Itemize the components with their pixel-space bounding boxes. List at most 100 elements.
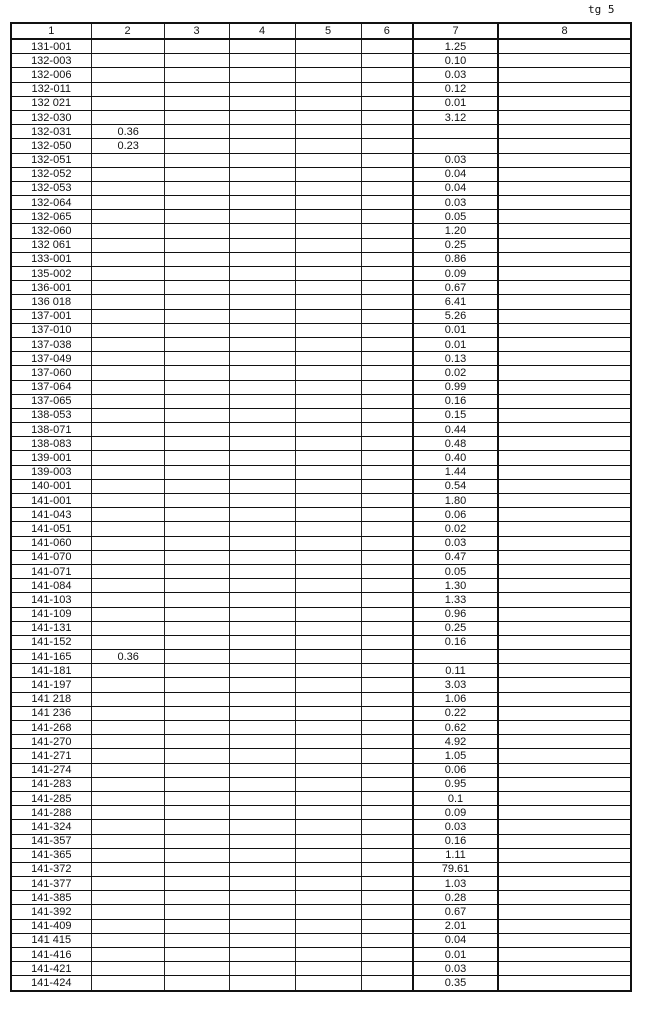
cell-col-6 [360,805,413,821]
row-code-cell: 135-002 [10,266,91,282]
cell-col-3 [163,67,229,83]
cell-col-5 [294,450,361,466]
cell-col-4 [228,663,295,679]
row-code-cell: 141-424 [10,975,91,992]
table-row: 132-051 0.03 [10,153,631,168]
cell-col-4 [228,493,295,509]
cell-col-6 [360,592,413,608]
cell-col-8 [497,67,631,83]
row-code-cell: 136 018 [10,294,91,310]
cell-col-6 [360,536,413,551]
cell-col-8 [497,663,631,679]
cell-col-8 [497,436,631,452]
cell-col-7: 0.28 [412,890,499,906]
cell-col-2 [90,195,164,211]
cell-col-6 [360,763,413,778]
cell-col-4 [228,238,295,253]
column-header-5: 5 [294,23,361,40]
cell-col-4 [228,692,295,707]
cell-col-6 [360,692,413,707]
cell-col-7: 0.06 [412,507,499,523]
cell-col-8 [497,734,631,750]
cell-col-3 [163,507,229,523]
row-code-cell: 132-011 [10,82,91,97]
cell-col-4 [228,933,295,949]
cell-col-4 [228,607,295,622]
cell-col-6 [360,294,413,310]
cell-col-8 [497,521,631,537]
cell-col-4 [228,252,295,268]
cell-col-4 [228,677,295,693]
cell-col-4 [228,834,295,849]
table-row: 141-285 0.1 [10,791,631,807]
cell-col-7: 0.67 [412,904,499,920]
cell-col-5 [294,564,361,580]
cell-col-5 [294,649,361,665]
cell-col-6 [360,649,413,665]
cell-col-2 [90,805,164,821]
cell-col-7: 0.35 [412,975,499,992]
data-table: 1 2 3 4 5 6 7 8 131-001 1.25 132-003 0.10 13… [10,22,632,992]
cell-col-8 [497,777,631,792]
cell-col-7: 1.03 [412,876,499,892]
cell-col-5 [294,309,361,324]
cell-col-3 [163,323,229,338]
cell-col-8 [497,266,631,282]
cell-col-7: 0.06 [412,763,499,778]
cell-col-6 [360,550,413,565]
table-row: 141-283 0.95 [10,777,631,792]
cell-col-8 [497,465,631,480]
cell-col-3 [163,521,229,537]
cell-col-5 [294,521,361,537]
cell-col-4 [228,635,295,651]
cell-col-4 [228,763,295,778]
cell-col-7: 0.01 [412,337,499,353]
table-row: 132-064 0.03 [10,195,631,211]
cell-col-6 [360,706,413,722]
row-code-cell: 141-043 [10,507,91,523]
cell-col-8 [497,834,631,849]
cell-col-8 [497,153,631,168]
cell-col-3 [163,266,229,282]
cell-col-7: 0.02 [412,365,499,381]
cell-col-4 [228,819,295,835]
cell-col-4 [228,124,295,140]
cell-col-7: 0.03 [412,536,499,551]
cell-col-8 [497,607,631,622]
row-code-cell: 141-372 [10,862,91,878]
cell-col-7: 2.01 [412,919,499,934]
cell-col-3 [163,365,229,381]
cell-col-8 [497,337,631,353]
table-row: 132-052 0.04 [10,167,631,182]
table-row: 141-372 79.61 [10,862,631,878]
cell-col-5 [294,82,361,97]
table-row: 141-416 0.01 [10,947,631,963]
table-row: 141-324 0.03 [10,819,631,835]
cell-col-3 [163,734,229,750]
cell-col-3 [163,337,229,353]
cell-col-6 [360,266,413,282]
cell-col-3 [163,607,229,622]
cell-col-3 [163,394,229,409]
cell-col-2 [90,507,164,523]
cell-col-6 [360,110,413,126]
cell-col-7 [412,124,499,140]
cell-col-2 [90,252,164,268]
cell-col-2: 0.36 [90,124,164,140]
table-row: 132-060 1.20 [10,223,631,239]
cell-col-4 [228,890,295,906]
row-code-cell: 132-051 [10,153,91,168]
cell-col-6 [360,39,413,55]
cell-col-7: 1.33 [412,592,499,608]
cell-col-5 [294,266,361,282]
cell-col-2 [90,380,164,395]
cell-col-5 [294,834,361,849]
table-row: 141-131 0.25 [10,621,631,636]
cell-col-3 [163,947,229,963]
table-row: 141 218 1.06 [10,692,631,707]
cell-col-3 [163,223,229,239]
cell-col-2 [90,238,164,253]
cell-col-2 [90,365,164,381]
table-row: 141-392 0.67 [10,904,631,920]
table-row: 141-197 3.03 [10,677,631,693]
